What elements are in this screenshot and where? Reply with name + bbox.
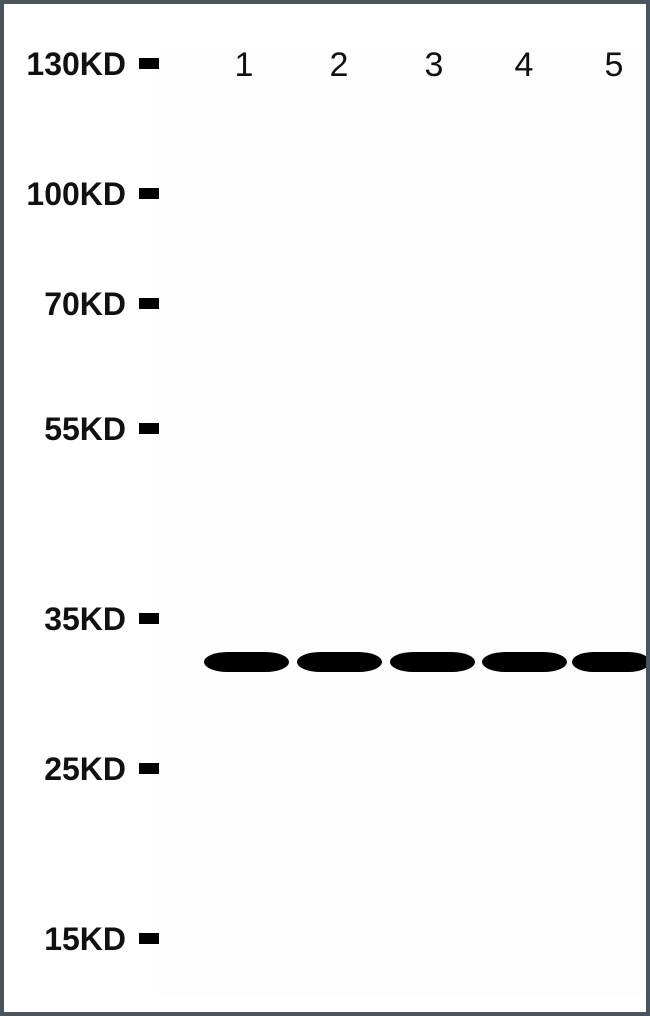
band-lane-5 (572, 652, 650, 672)
lane-label-2: 2 (330, 46, 349, 85)
lane-label-1: 1 (235, 46, 254, 85)
mw-label-15: 15KD (44, 921, 126, 958)
mw-label-70: 70KD (44, 286, 126, 323)
band-lane-2 (297, 652, 382, 672)
mw-tick-70 (139, 298, 159, 309)
mw-tick-15 (139, 933, 159, 944)
lane-label-4: 4 (515, 46, 534, 85)
mw-tick-55 (139, 423, 159, 434)
band-lane-4 (482, 652, 567, 672)
lane-label-5: 5 (605, 46, 624, 85)
lane-label-3: 3 (425, 46, 444, 85)
mw-tick-25 (139, 763, 159, 774)
mw-tick-100 (139, 188, 159, 199)
mw-tick-35 (139, 613, 159, 624)
western-blot-frame: 130KD 100KD 70KD 55KD 35KD 25KD 15KD 1 2… (0, 0, 650, 1016)
band-lane-1 (204, 652, 289, 672)
membrane-region (159, 49, 644, 994)
mw-label-130: 130KD (26, 46, 126, 83)
mw-label-25: 25KD (44, 751, 126, 788)
mw-label-35: 35KD (44, 601, 126, 638)
mw-tick-130 (139, 58, 159, 69)
mw-label-55: 55KD (44, 411, 126, 448)
mw-label-100: 100KD (26, 176, 126, 213)
band-lane-3 (390, 652, 475, 672)
